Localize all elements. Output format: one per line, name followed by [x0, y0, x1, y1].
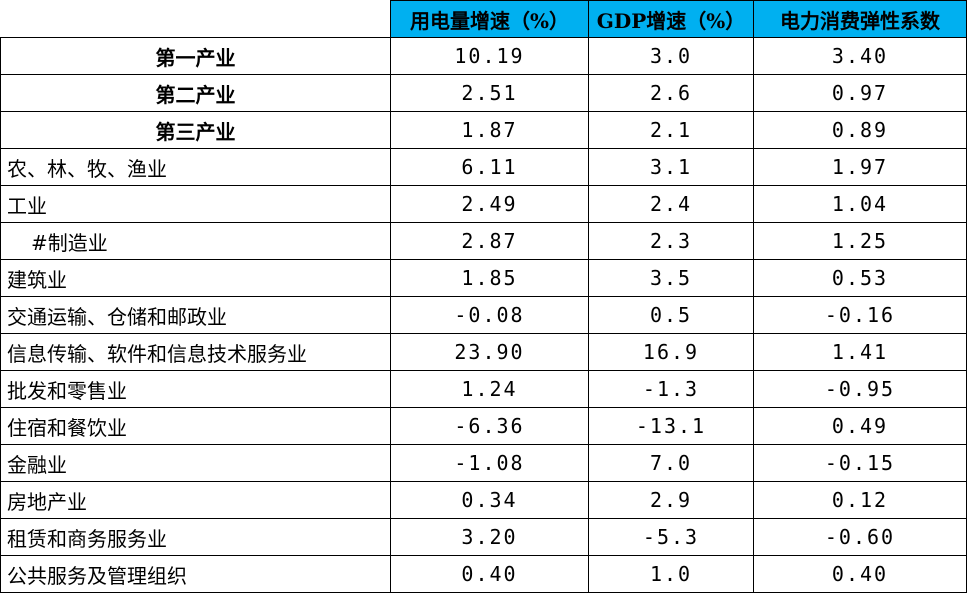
value-cell: 1.97 — [753, 148, 967, 186]
value-cell: 6.11 — [390, 148, 589, 186]
corner-cell — [0, 0, 391, 38]
row-label: 租赁和商务服务业 — [0, 518, 391, 556]
value-cell: 0.53 — [753, 259, 967, 297]
table-body: 第一产业 10.19 3.0 3.40 第二产业 2.51 2.6 0.97 第三产业 1.87 2… — [0, 37, 967, 593]
row-label: 工业 — [0, 185, 391, 223]
table-row: 第一产业 10.19 3.0 3.40 — [0, 37, 967, 75]
value-cell: 1.87 — [390, 111, 589, 149]
value-cell: 2.87 — [390, 222, 589, 260]
row-label: 金融业 — [0, 444, 391, 482]
table-row: 建筑业 1.85 3.5 0.53 — [0, 259, 967, 297]
row-label: 第三产业 — [0, 111, 391, 149]
table-row: 工业 2.49 2.4 1.04 — [0, 185, 967, 223]
value-cell: 2.49 — [390, 185, 589, 223]
value-cell: 3.20 — [390, 518, 589, 556]
table-row: 金融业 -1.08 7.0 -0.15 — [0, 444, 967, 482]
value-cell: 0.89 — [753, 111, 967, 149]
value-cell: 0.12 — [753, 481, 967, 519]
row-label: 住宿和餐饮业 — [0, 407, 391, 445]
table-row: 公共服务及管理组织 0.40 1.0 0.40 — [0, 555, 967, 593]
header-cell: 电力消费弹性系数 — [753, 0, 967, 38]
value-cell: -1.08 — [390, 444, 589, 482]
value-cell: -13.1 — [588, 407, 754, 445]
value-cell: 2.4 — [588, 185, 754, 223]
value-cell: -5.3 — [588, 518, 754, 556]
value-cell: 2.51 — [390, 74, 589, 112]
value-cell: -1.3 — [588, 370, 754, 408]
value-cell: 1.04 — [753, 185, 967, 223]
value-cell: 2.6 — [588, 74, 754, 112]
value-cell: -0.95 — [753, 370, 967, 408]
value-cell: 2.1 — [588, 111, 754, 149]
value-cell: 23.90 — [390, 333, 589, 371]
value-cell: -0.60 — [753, 518, 967, 556]
value-cell: 0.34 — [390, 481, 589, 519]
value-cell: 7.0 — [588, 444, 754, 482]
data-table: 用电量增速（%） GDP增速（%） 电力消费弹性系数 第一产业 10.19 3.0 3.4… — [0, 0, 967, 593]
value-cell: 0.40 — [390, 555, 589, 593]
value-cell: 0.97 — [753, 74, 967, 112]
table-row: 第三产业 1.87 2.1 0.89 — [0, 111, 967, 149]
table-row: #制造业 2.87 2.3 1.25 — [0, 222, 967, 260]
value-cell: -0.16 — [753, 296, 967, 334]
row-label: 第一产业 — [0, 37, 391, 75]
row-label: 建筑业 — [0, 259, 391, 297]
value-cell: 1.24 — [390, 370, 589, 408]
value-cell: 3.5 — [588, 259, 754, 297]
header-cell: GDP增速（%） — [588, 0, 754, 38]
row-label: 批发和零售业 — [0, 370, 391, 408]
table-row: 住宿和餐饮业 -6.36 -13.1 0.49 — [0, 407, 967, 445]
table-row: 信息传输、软件和信息技术服务业 23.90 16.9 1.41 — [0, 333, 967, 371]
value-cell: 16.9 — [588, 333, 754, 371]
header-cell: 用电量增速（%） — [390, 0, 589, 38]
value-cell: -6.36 — [390, 407, 589, 445]
table-row: 农、林、牧、渔业 6.11 3.1 1.97 — [0, 148, 967, 186]
value-cell: 0.49 — [753, 407, 967, 445]
value-cell: 1.0 — [588, 555, 754, 593]
value-cell: 10.19 — [390, 37, 589, 75]
table-row: 租赁和商务服务业 3.20 -5.3 -0.60 — [0, 518, 967, 556]
value-cell: 0.40 — [753, 555, 967, 593]
table-row: 批发和零售业 1.24 -1.3 -0.95 — [0, 370, 967, 408]
value-cell: 3.40 — [753, 37, 967, 75]
row-label: 公共服务及管理组织 — [0, 555, 391, 593]
value-cell: 1.85 — [390, 259, 589, 297]
table-row: 第二产业 2.51 2.6 0.97 — [0, 74, 967, 112]
value-cell: -0.08 — [390, 296, 589, 334]
value-cell: 3.1 — [588, 148, 754, 186]
value-cell: 0.5 — [588, 296, 754, 334]
table-row: 房地产业 0.34 2.9 0.12 — [0, 481, 967, 519]
value-cell: 1.41 — [753, 333, 967, 371]
row-label: #制造业 — [0, 222, 391, 260]
row-label: 交通运输、仓储和邮政业 — [0, 296, 391, 334]
row-label: 农、林、牧、渔业 — [0, 148, 391, 186]
value-cell: -0.15 — [753, 444, 967, 482]
value-cell: 2.3 — [588, 222, 754, 260]
value-cell: 3.0 — [588, 37, 754, 75]
row-label: 信息传输、软件和信息技术服务业 — [0, 333, 391, 371]
row-label: 房地产业 — [0, 481, 391, 519]
value-cell: 1.25 — [753, 222, 967, 260]
header-row: 用电量增速（%） GDP增速（%） 电力消费弹性系数 — [0, 0, 967, 38]
table-row: 交通运输、仓储和邮政业 -0.08 0.5 -0.16 — [0, 296, 967, 334]
value-cell: 2.9 — [588, 481, 754, 519]
row-label: 第二产业 — [0, 74, 391, 112]
